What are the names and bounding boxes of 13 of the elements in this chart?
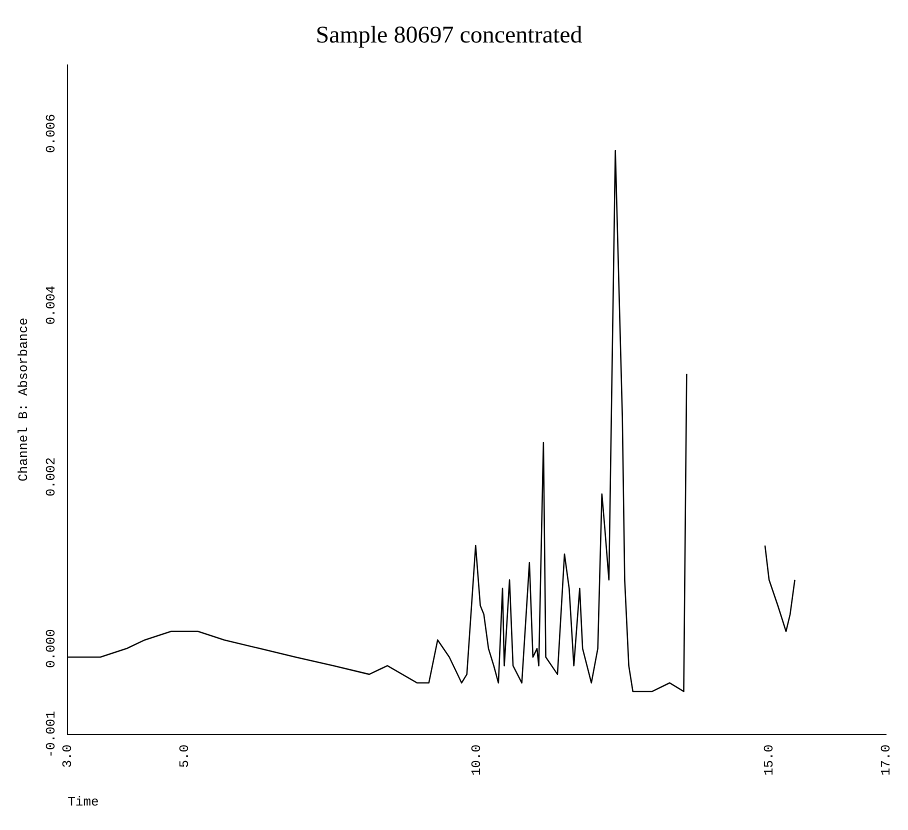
y-tick-label: 0.006	[44, 114, 59, 153]
x-tick-label: 15.0	[762, 744, 777, 776]
x-tick-label: 5.0	[176, 744, 192, 768]
x-axis-title: Time	[68, 794, 99, 810]
y-tick-label: 0.002	[44, 457, 59, 496]
x-tick-label: 10.0	[469, 744, 484, 776]
y-tick-label: 0.004	[44, 285, 59, 325]
x-tick-label: 3.0	[60, 744, 76, 768]
y-tick-label: 0.000	[44, 629, 59, 668]
y-axis-title: Channel B: Absorbance	[16, 318, 32, 482]
x-tick-label: 17.0	[878, 744, 894, 776]
chart-title: Sample 80697 concentrated	[316, 22, 582, 49]
y-tick-label: -0.001	[44, 710, 59, 758]
